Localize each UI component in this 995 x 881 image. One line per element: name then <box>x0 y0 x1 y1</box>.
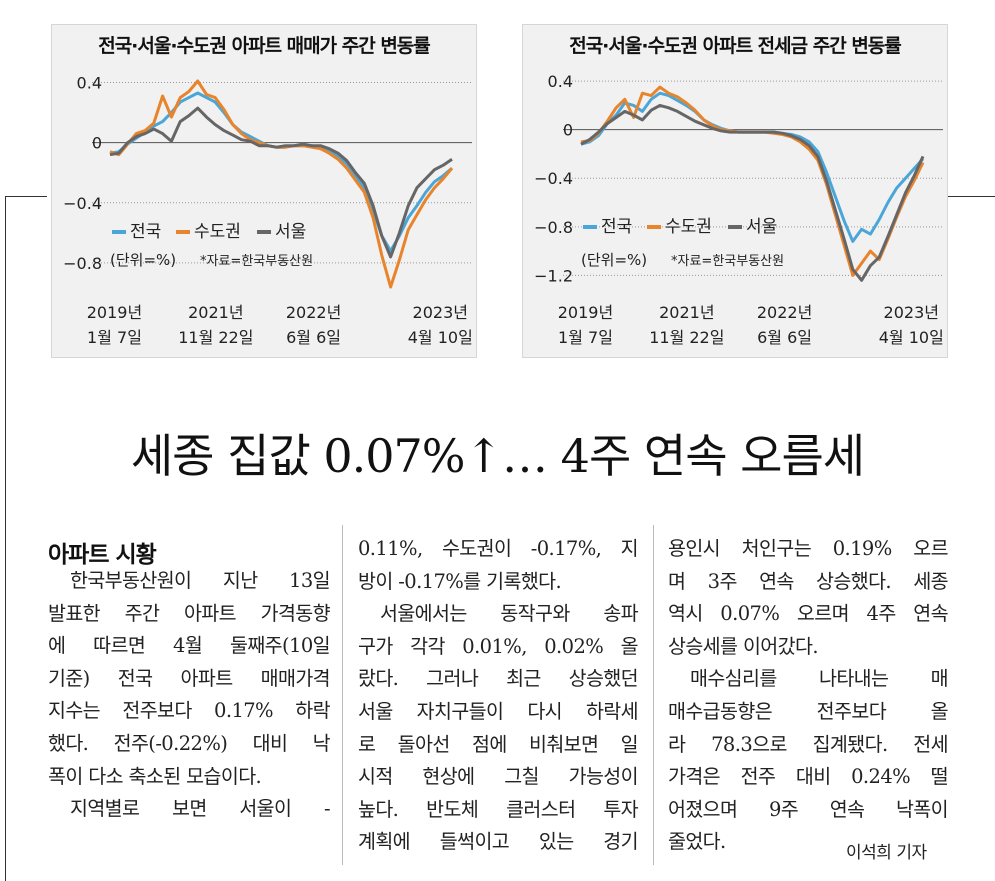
left-margin-rule-horizontal <box>5 196 47 197</box>
legend-swatch <box>583 225 597 229</box>
source-note: *자료=한국부동산원 <box>200 254 313 269</box>
article-line: 시적 현상에 그칠 가능성이 <box>358 765 639 789</box>
series-line-3 <box>109 106 453 259</box>
series-line-3 <box>580 103 925 282</box>
article-line: 발표한 주간 아파트 가격동향 <box>48 601 331 625</box>
right-margin-rule <box>948 196 995 197</box>
y-tick-label: −0.8 <box>63 254 102 273</box>
x-tick-year: 2023년 <box>413 303 468 322</box>
byline: 이석희 기자 <box>846 843 927 863</box>
legend-swatch <box>112 230 126 234</box>
x-tick-date: 11월 22일 <box>649 328 724 347</box>
article-line: 상승세를 이어갔다. <box>668 634 819 658</box>
x-tick-year: 2019년 <box>558 303 613 322</box>
article-line: 서울 자치구들이 다시 하락세 <box>358 699 639 723</box>
legend-label: 전국 <box>601 217 632 237</box>
x-tick-year: 2023년 <box>884 303 939 322</box>
source-note: *자료=한국부동산원 <box>671 254 784 269</box>
legend-swatch <box>257 230 271 234</box>
legend-label: 서울 <box>275 222 306 242</box>
article-line: 랐다. 그러나 최근 상승했던 <box>358 667 639 691</box>
article-line: 며 3주 연속 상승했다. 세종 <box>668 569 949 593</box>
article-line: 용인시 처인구는 0.19% 오르 <box>668 537 949 560</box>
article-line: 지역별로 보면 서울이 - <box>70 797 331 821</box>
unit-note: (단위=%) <box>110 251 176 269</box>
y-tick-label: 0.4 <box>548 72 573 91</box>
article-column-2: 0.11%, 수도권이 -0.17%, 지 방이 -0.17%를 기록했다. 서… <box>358 533 639 859</box>
chart-jeonse: 0.4 0 −0.4 −0.8 −1.2 2019년 1월 7일 2021년 11월 22일 20… <box>534 72 944 347</box>
x-tick-date: 11월 22일 <box>178 328 253 347</box>
section-heading: 아파트 시황 <box>48 542 157 568</box>
article-column-3: 용인시 처인구는 0.19% 오르 며 3주 연속 상승했다. 세종 역시 0.… <box>668 533 949 859</box>
legend-swatch <box>728 225 742 229</box>
x-tick-date: 4월 10일 <box>408 328 473 347</box>
legend-label: 수도권 <box>665 217 712 237</box>
article-line: 가격은 전주 대비 0.24% 떨 <box>668 765 949 789</box>
article-line: 폭이 다소 축소된 모습이다. <box>48 764 262 788</box>
y-tick-label: 0.4 <box>77 74 102 93</box>
unit-note: (단위=%) <box>581 251 647 269</box>
y-tick-label: −0.4 <box>534 169 573 188</box>
article-line: 높다. 반도체 클러스터 투자 <box>358 797 639 821</box>
article-line: 지수는 전주보다 0.17% 하락 <box>48 699 331 723</box>
x-tick-year: 2019년 <box>87 303 142 322</box>
chart-sale-price: 0.4 0 −0.4 −0.8 2019년 1월 7일 2021년 11월 22일 2022년 6… <box>63 74 473 347</box>
x-tick-year: 2022년 <box>286 303 341 322</box>
y-tick-label: −1.2 <box>534 266 573 285</box>
x-tick-date: 1월 7일 <box>558 328 613 347</box>
legend-swatch <box>647 225 661 229</box>
article-line: 했다. 전주(-0.22%) 대비 낙 <box>48 731 331 755</box>
article-line: 어졌으며 9주 연속 낙폭이 <box>668 797 949 821</box>
article-line: 한국부동산원이 지난 13일 <box>70 569 331 592</box>
x-tick-date: 6월 6일 <box>286 328 341 347</box>
y-tick-label: −0.8 <box>534 218 573 237</box>
article-line: 매수심리를 나타내는 매 <box>690 667 949 691</box>
article-line: 구가 각각 0.01%, 0.02% 올 <box>358 634 639 658</box>
x-tick-year: 2021년 <box>659 303 714 322</box>
x-tick-year: 2021년 <box>188 303 243 322</box>
headline: 세종 집값 0.07%↑… 4주 연속 오름세 <box>130 429 865 483</box>
article-line: 0.11%, 수도권이 -0.17%, 지 <box>358 537 639 560</box>
article-line: 라 78.3으로 집계됐다. 전세 <box>668 732 949 756</box>
article-line: 로 돌아선 점에 비춰보면 일 <box>358 732 639 756</box>
article-line: 계획에 들썩이고 있는 경기 <box>358 830 639 854</box>
legend-swatch <box>176 230 190 234</box>
x-tick-date: 1월 7일 <box>87 328 142 347</box>
x-tick-year: 2022년 <box>757 303 812 322</box>
left-margin-rule-vertical <box>5 196 6 881</box>
legend-label: 수도권 <box>194 222 241 242</box>
article-line: 서울에서는 동작구와 송파 <box>380 602 639 626</box>
x-tick-date: 6월 6일 <box>757 328 812 347</box>
article-line: 기준) 전국 아파트 매매가격 <box>48 666 331 690</box>
x-tick-date: 4월 10일 <box>879 328 944 347</box>
y-tick-label: −0.4 <box>63 194 102 213</box>
legend-label: 서울 <box>746 217 777 237</box>
article-line: 역시 0.07% 오르며 4주 연속 <box>668 602 949 626</box>
y-tick-label: 0 <box>563 121 573 140</box>
chart-panel-sale-price: 전국·서울·수도권 아파트 매매가 주간 변동률 0.4 0 −0.4 −0.8 201… <box>51 24 477 358</box>
chart-panel-jeonse: 전국·서울·수도권 아파트 전세금 주간 변동률 0.4 0 −0.4 −0.8 −1.… <box>522 24 948 358</box>
article-line: 매수급동향은 전주보다 올 <box>668 699 949 723</box>
chart-title-sale-price: 전국·서울·수도권 아파트 매매가 주간 변동률 <box>98 35 431 57</box>
chart-title-jeonse: 전국·서울·수도권 아파트 전세금 주간 변동률 <box>569 35 902 57</box>
article-line: 에 따르면 4월 둘째주(10일 <box>48 634 331 658</box>
legend-label: 전국 <box>130 222 161 242</box>
column-divider-2 <box>653 525 654 865</box>
column-divider-1 <box>342 525 343 865</box>
article-column-1: 한국부동산원이 지난 13일 발표한 주간 아파트 가격동향 에 따르면 4월 … <box>48 565 331 826</box>
article-line: 줄었다. <box>668 830 726 854</box>
y-tick-label: 0 <box>92 134 102 153</box>
article-line: 방이 -0.17%를 기록했다. <box>358 569 562 593</box>
